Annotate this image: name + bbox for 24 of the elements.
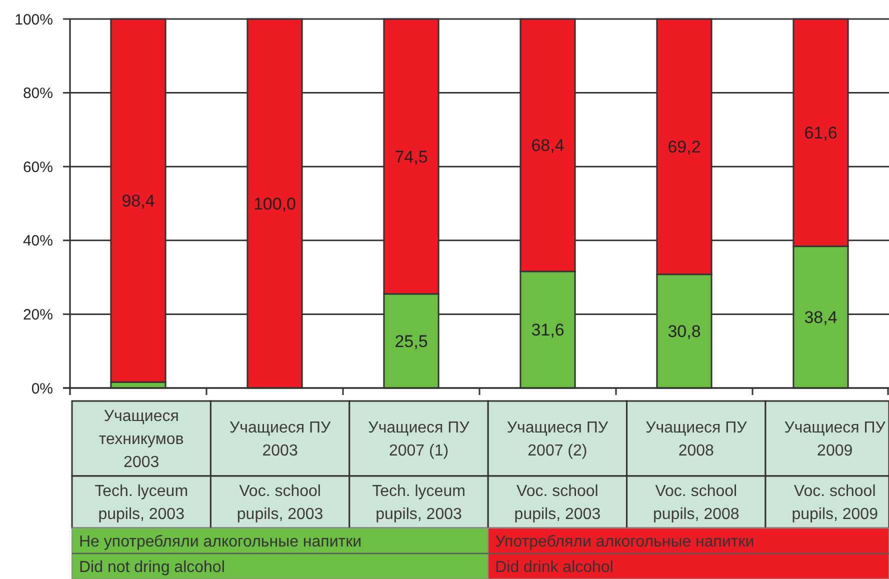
y-tick-label: 40% xyxy=(22,232,53,250)
data-label: 74,5 xyxy=(394,147,428,166)
data-label: 31,6 xyxy=(531,320,564,340)
y-tick-label: 80% xyxy=(22,85,53,102)
category-label: Учащиеся ПУ 2009 Voc. school pupils, 2009 xyxy=(784,420,886,524)
y-tick-label: 0% xyxy=(31,380,53,398)
text: Не употребляли алкогольные напитки Did not dring alcohol xyxy=(79,533,362,576)
category-label: Учащиеся ПУ 2007 (2) Voc. school pupils, 2003 xyxy=(506,420,608,524)
data-label: 68,4 xyxy=(531,136,564,156)
category-label: Учащиеся ПУ 2008 Voc. school pupils, 2008 xyxy=(646,420,747,524)
data-label: 61,6 xyxy=(804,124,838,143)
category-label: Учащиеся ПУ 2003 Voc. school pupils, 2003 xyxy=(229,420,331,524)
category-label: Учащиеся техникумов 2003 Tech. lyceum pupils, 2003 xyxy=(94,408,188,524)
text: Употребляли алкогольные напитки Did drink alcohol xyxy=(495,533,754,576)
data-label: 30,8 xyxy=(668,322,701,342)
data-label: 98,4 xyxy=(122,192,155,210)
category-label: Учащиеся ПУ 2007 (1) Tech. lyceum pupils, 2003 xyxy=(368,420,470,524)
y-tick-label: 20% xyxy=(22,306,53,324)
data-label: 69,2 xyxy=(668,138,701,157)
y-tick-label: 60% xyxy=(22,158,53,176)
data-label: 38,4 xyxy=(804,308,838,328)
data-label: 25,5 xyxy=(394,332,428,351)
data-label: 100,0 xyxy=(253,194,296,214)
y-tick-label: 100% xyxy=(14,11,53,28)
